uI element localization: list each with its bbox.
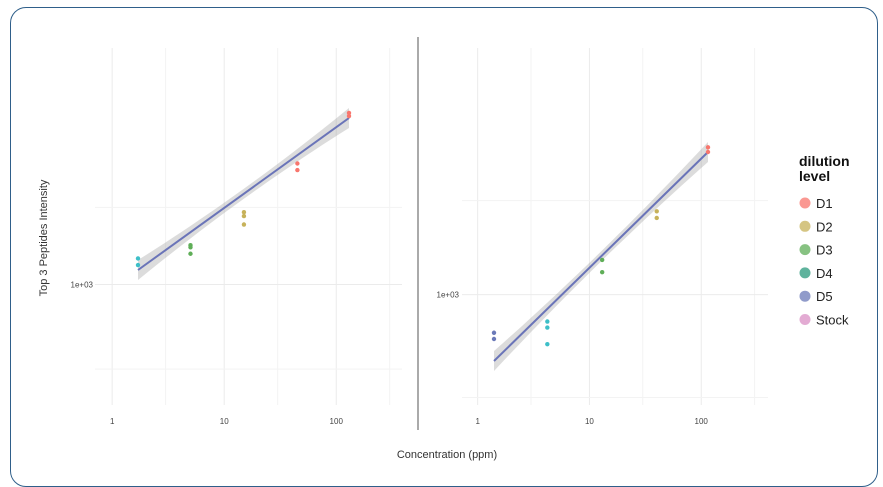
data-point-d1 [295, 161, 300, 166]
data-point-d4 [135, 262, 141, 268]
legend: dilution level D1 D2 D3 D4 D5 Stock [799, 153, 850, 328]
y-tick-label: 1e+03 [437, 291, 460, 300]
data-point-d1 [346, 110, 352, 116]
data-point-d1 [705, 149, 711, 155]
data-point-d5 [491, 330, 497, 335]
data-point-d4 [545, 341, 550, 347]
legend-title-line1: dilution [799, 153, 850, 169]
data-point-d1 [295, 167, 300, 173]
data-point-d3 [188, 251, 193, 256]
panel-left: 1 10 100 1e+03 [71, 48, 402, 426]
legend-key-d1 [799, 197, 811, 209]
legend-label-d4: D4 [816, 266, 833, 281]
fit-line [493, 151, 709, 362]
x-tick-label: 1 [475, 417, 480, 426]
x-tick-label: 1 [110, 417, 115, 426]
x-tick-label: 100 [330, 417, 344, 426]
data-point-d2 [241, 209, 247, 215]
legend-key-stock [799, 314, 811, 325]
data-point-d1 [705, 145, 711, 150]
data-point-d2 [241, 222, 247, 227]
legend-key-d2 [799, 220, 811, 232]
legend-label-d2: D2 [816, 219, 833, 234]
y-tick-label: 1e+03 [71, 281, 94, 290]
legend-key-d4 [799, 267, 811, 279]
y-axis-label: Top 3 Peptides Intensity [38, 179, 50, 296]
data-point-d3 [599, 269, 605, 275]
data-point-d4 [545, 319, 550, 324]
x-tick-label: 10 [585, 417, 594, 426]
legend-label-d5: D5 [816, 289, 833, 304]
data-point-d3 [188, 245, 193, 250]
legend-key-d3 [799, 244, 811, 256]
data-point-d4 [545, 325, 550, 330]
data-point-d2 [654, 215, 659, 221]
legend-label-stock: Stock [816, 313, 849, 328]
legend-key-d5 [799, 290, 811, 302]
data-point-d2 [241, 213, 247, 219]
data-point-d1 [346, 113, 352, 119]
data-point-d4 [135, 256, 141, 261]
panel-right: 1 10 100 1e+03 [437, 48, 768, 426]
data-point-d3 [599, 257, 605, 263]
legend-label-d3: D3 [816, 243, 833, 258]
legend-label-d1: D1 [816, 196, 833, 211]
chart-canvas: 1 10 100 1e+03 1 10 100 1e+03 Top 3 Peptides I… [38, 37, 850, 461]
legend-title-line2: level [799, 168, 830, 184]
data-point-d2 [654, 209, 659, 214]
x-axis-label: Concentration (ppm) [397, 449, 497, 461]
fit-line [137, 117, 350, 271]
x-tick-label: 100 [695, 417, 709, 426]
data-point-d5 [491, 336, 497, 342]
x-tick-label: 10 [220, 417, 229, 426]
